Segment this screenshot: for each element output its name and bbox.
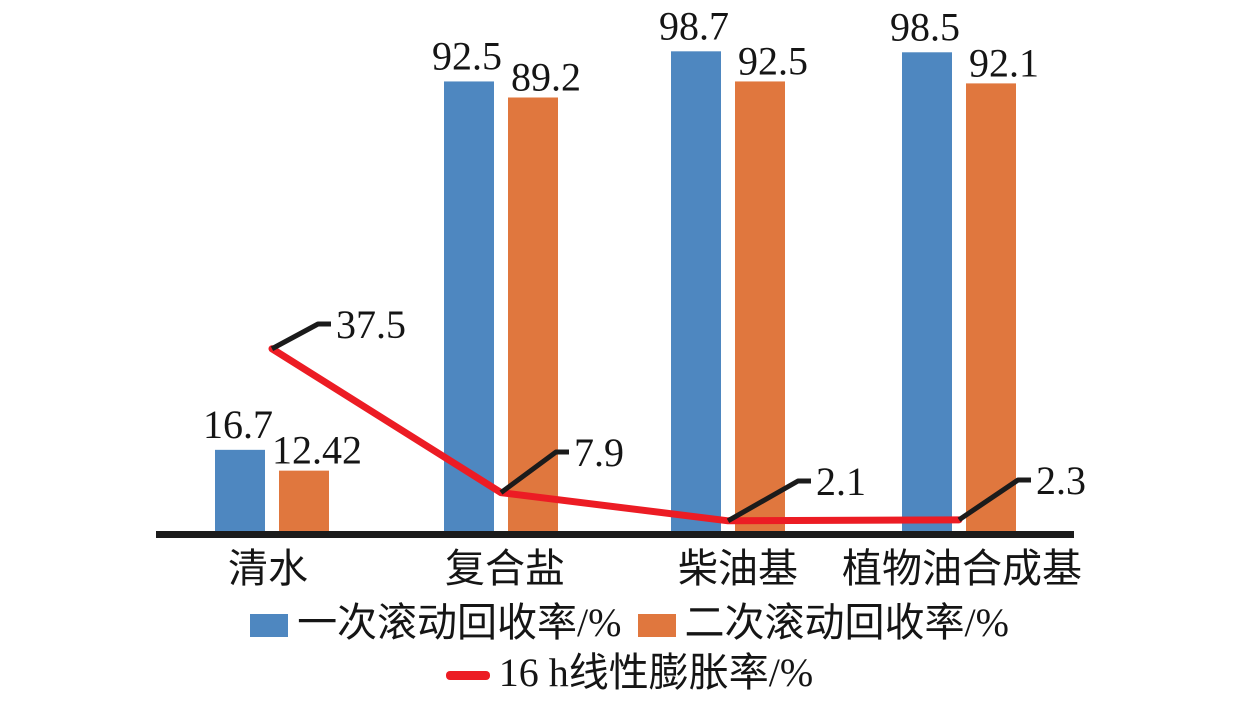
legend-label-2: 二次滚动回收率/% — [684, 600, 1009, 645]
category-label-0: 清水 — [228, 546, 308, 591]
callout-leader-3 — [957, 477, 1031, 522]
expansion-line — [268, 345, 963, 525]
legend-item-2: 二次滚动回收率/% — [637, 600, 1009, 645]
chart-legend: 一次滚动回收率/% 二次滚动回收率/% 16 h线性膨胀率/% — [0, 601, 1259, 695]
line-label-3: 2.3 — [1036, 458, 1086, 503]
bar-series2-2 — [735, 81, 785, 531]
bar-label-series1-0: 16.7 — [203, 402, 273, 447]
legend-label-3: 16 h线性膨胀率/% — [498, 650, 814, 695]
category-label-1: 复合盐 — [445, 546, 565, 591]
legend-item-1: 一次滚动回收率/% — [250, 600, 622, 645]
bar-series2-3 — [966, 83, 1016, 532]
bar-label-series2-1: 89.2 — [511, 54, 581, 99]
legend-row-2: 16 h线性膨胀率/% — [445, 650, 814, 695]
legend-row-1: 一次滚动回收率/% 二次滚动回收率/% — [250, 601, 1009, 645]
bar-series2-0 — [279, 470, 329, 531]
legend-line-swatch — [445, 670, 490, 680]
bar-label-series2-2: 92.5 — [738, 38, 808, 83]
bar-series1-0 — [215, 449, 265, 531]
bar-label-series1-3: 98.5 — [890, 4, 960, 49]
line-label-2: 2.1 — [816, 459, 866, 504]
bar-series1-2 — [671, 51, 721, 532]
bar-series1-3 — [902, 52, 952, 531]
line-label-1: 7.9 — [574, 430, 624, 475]
callout-leader-2 — [726, 478, 811, 523]
legend-label-1: 一次滚动回收率/% — [297, 600, 622, 645]
legend-bar-swatch-2 — [637, 613, 676, 637]
bar-series1-1 — [444, 81, 494, 531]
callout-leader-0 — [270, 321, 331, 351]
legend-item-3: 16 h线性膨胀率/% — [445, 650, 814, 695]
line-label-0: 37.5 — [336, 302, 406, 347]
bar-label-series1-2: 98.7 — [659, 3, 729, 48]
category-label-2: 柴油基 — [678, 546, 798, 591]
callout-leader-1 — [499, 449, 569, 495]
bar-label-series1-1: 92.5 — [432, 33, 502, 78]
legend-bar-swatch-1 — [250, 613, 289, 637]
bar-label-series2-0: 12.42 — [272, 428, 362, 473]
category-label-3: 植物油合成基 — [842, 546, 1082, 591]
bar-label-series2-3: 92.1 — [969, 40, 1039, 85]
